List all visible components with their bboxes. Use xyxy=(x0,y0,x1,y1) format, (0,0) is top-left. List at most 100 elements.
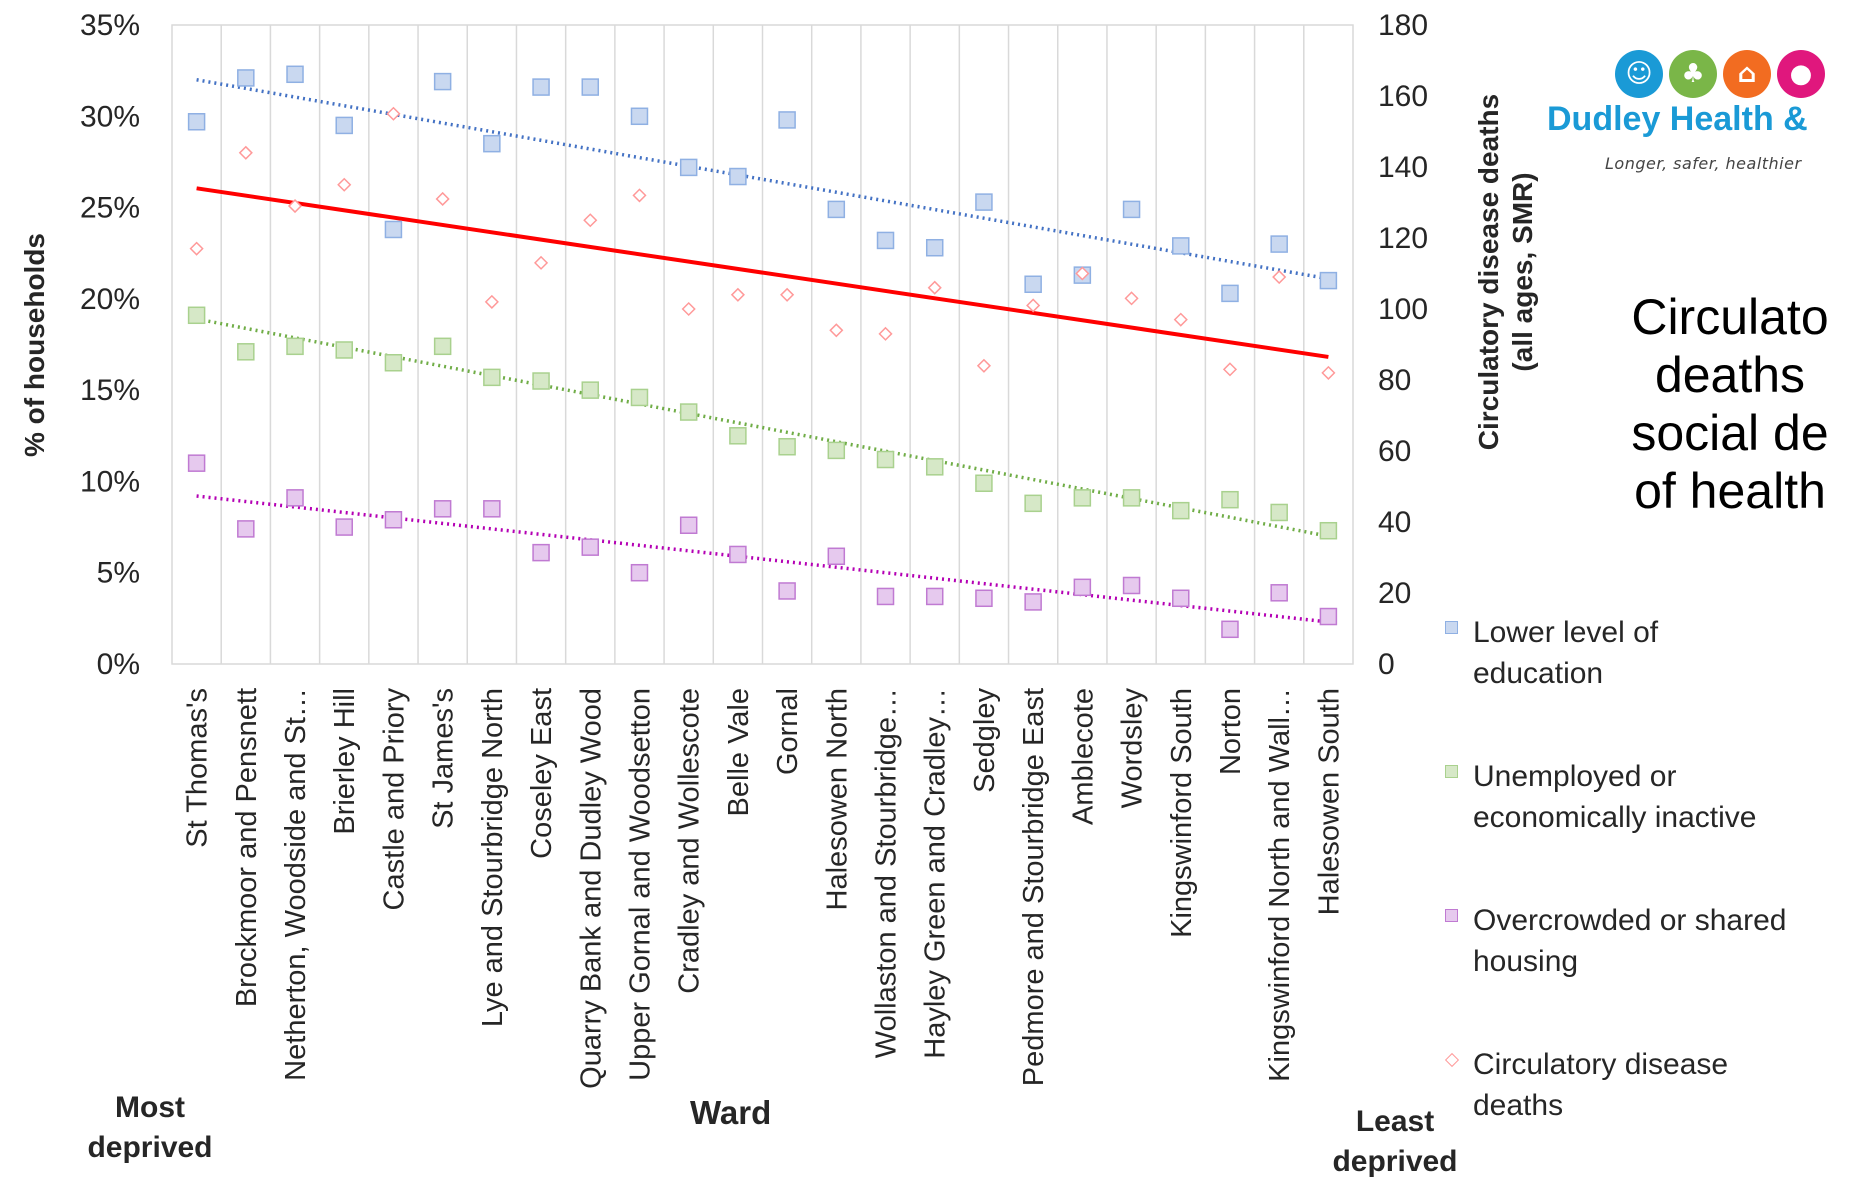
category-label: Upper Gornal and Woodsetton xyxy=(624,688,656,1081)
most-deprived-label: Most deprived xyxy=(87,1091,213,1164)
category-label: Lye and Stourbridge North xyxy=(477,688,509,1027)
right-axis-tick-label: 40 xyxy=(1378,506,1411,539)
category-label: Halesowen North xyxy=(821,688,853,910)
left-axis-tick-label: 10% xyxy=(80,465,140,498)
category-label: Castle and Priory xyxy=(378,688,410,911)
data-point xyxy=(1221,620,1239,639)
family-icon: ☺ xyxy=(1615,50,1663,98)
legend-item-education: Lower level of education xyxy=(1445,612,1845,756)
data-point xyxy=(729,545,747,564)
data-point xyxy=(925,238,944,257)
side-title: Circulato deaths social de of health xyxy=(1631,289,1829,519)
data-point xyxy=(630,388,649,407)
data-point xyxy=(925,458,944,476)
legend-item-unemployed: Unemployed or economically inactive xyxy=(1445,756,1845,900)
category-label: Wollaston and Stourbridge… xyxy=(871,688,903,1058)
data-point xyxy=(1024,275,1042,294)
data-point xyxy=(1319,607,1338,626)
data-point xyxy=(1122,489,1141,507)
data-point xyxy=(679,158,698,177)
category-label: Halesowen South xyxy=(1313,688,1345,915)
circulatory-point xyxy=(583,213,598,228)
least-deprived-label: Least deprived xyxy=(1332,1105,1458,1178)
legend-swatch-circulatory xyxy=(1444,1052,1460,1068)
category-label: Coseley East xyxy=(526,688,558,859)
data-point xyxy=(286,337,304,356)
left-axis-tick-label: 25% xyxy=(80,192,140,225)
circulatory-point xyxy=(435,191,450,207)
category-label: Wordsley xyxy=(1117,688,1149,809)
data-point xyxy=(975,474,993,493)
data-point xyxy=(384,354,403,372)
data-point xyxy=(729,167,747,186)
data-point xyxy=(876,587,895,606)
data-point xyxy=(1024,494,1042,513)
x-axis-title: Ward xyxy=(690,1094,772,1131)
data-point xyxy=(532,372,550,390)
legend-swatch-education xyxy=(1445,621,1458,634)
circulatory-point xyxy=(287,198,303,214)
data-point xyxy=(1073,578,1092,597)
data-point xyxy=(1122,200,1141,219)
circulatory-point xyxy=(238,145,253,160)
data-point xyxy=(187,306,206,325)
data-point xyxy=(237,69,255,87)
category-label: Pedmore and Stourbridge East xyxy=(1018,688,1050,1086)
category-label: Belle Vale xyxy=(723,688,755,816)
legend-swatch-unemployed xyxy=(1445,765,1458,778)
left-axis-tick-label: 15% xyxy=(80,374,140,407)
category-label: St James's xyxy=(428,688,460,829)
data-point xyxy=(384,511,403,529)
data-point xyxy=(581,538,600,556)
logo-icons: ☺ ♣ ⌂ ● xyxy=(1615,50,1831,98)
left-axis-tick-label: 30% xyxy=(80,100,140,133)
category-label: Netherton, Woodside and St… xyxy=(280,688,312,1081)
data-point xyxy=(581,78,600,96)
category-label: Gornal xyxy=(772,688,804,775)
data-point xyxy=(433,500,452,518)
logo: ☺ ♣ ⌂ ● Dudley Health & Longer, safer, heal… xyxy=(1545,50,1852,180)
data-point xyxy=(335,518,353,536)
data-point xyxy=(483,500,501,518)
legend-label-overcrowded: Overcrowded or shared housing xyxy=(1473,904,1787,978)
data-point xyxy=(187,454,206,472)
legend-label-education: Lower level of education xyxy=(1473,616,1659,690)
data-point xyxy=(679,516,698,534)
data-point xyxy=(778,582,796,600)
circulatory-point xyxy=(1222,362,1238,377)
circulatory-point xyxy=(337,177,352,192)
circulatory-point xyxy=(1272,269,1287,285)
data-point xyxy=(1270,584,1288,602)
logo-tagline: Longer, safer, healthier xyxy=(1605,154,1802,173)
left-axis-tick-label: 0% xyxy=(97,648,140,681)
circulatory-point xyxy=(189,241,204,256)
data-point xyxy=(630,107,649,126)
category-label: Norton xyxy=(1215,688,1247,775)
legend-label-circulatory: Circulatory disease deaths xyxy=(1473,1048,1729,1122)
data-point xyxy=(335,116,353,135)
category-label: Brierley Hill xyxy=(329,688,361,835)
data-point xyxy=(1270,503,1288,522)
data-point xyxy=(581,381,600,399)
trendline xyxy=(196,186,1329,359)
data-point xyxy=(1172,501,1190,520)
data-point xyxy=(827,200,846,219)
circulatory-point xyxy=(534,255,549,270)
data-point xyxy=(187,113,206,131)
category-label: Kingswinford South xyxy=(1166,688,1198,938)
data-point xyxy=(1172,589,1190,608)
circulatory-point xyxy=(484,294,499,309)
data-point xyxy=(286,65,304,84)
data-point xyxy=(1221,284,1239,303)
legend-item-overcrowded: Overcrowded or shared housing xyxy=(1445,900,1845,1044)
category-label: St Thomas's xyxy=(182,688,214,848)
apple-icon: ● xyxy=(1777,50,1825,98)
category-label: Kingswinford North and Wall… xyxy=(1264,688,1296,1082)
data-point xyxy=(286,489,304,507)
right-axis-tick-label: 20 xyxy=(1378,577,1411,610)
data-point xyxy=(384,220,403,239)
data-point xyxy=(1319,521,1338,540)
right-axis-tick-label: 140 xyxy=(1378,151,1428,184)
category-label: Quarry Bank and Dudley Wood xyxy=(575,688,607,1089)
circulatory-point xyxy=(1075,266,1090,281)
